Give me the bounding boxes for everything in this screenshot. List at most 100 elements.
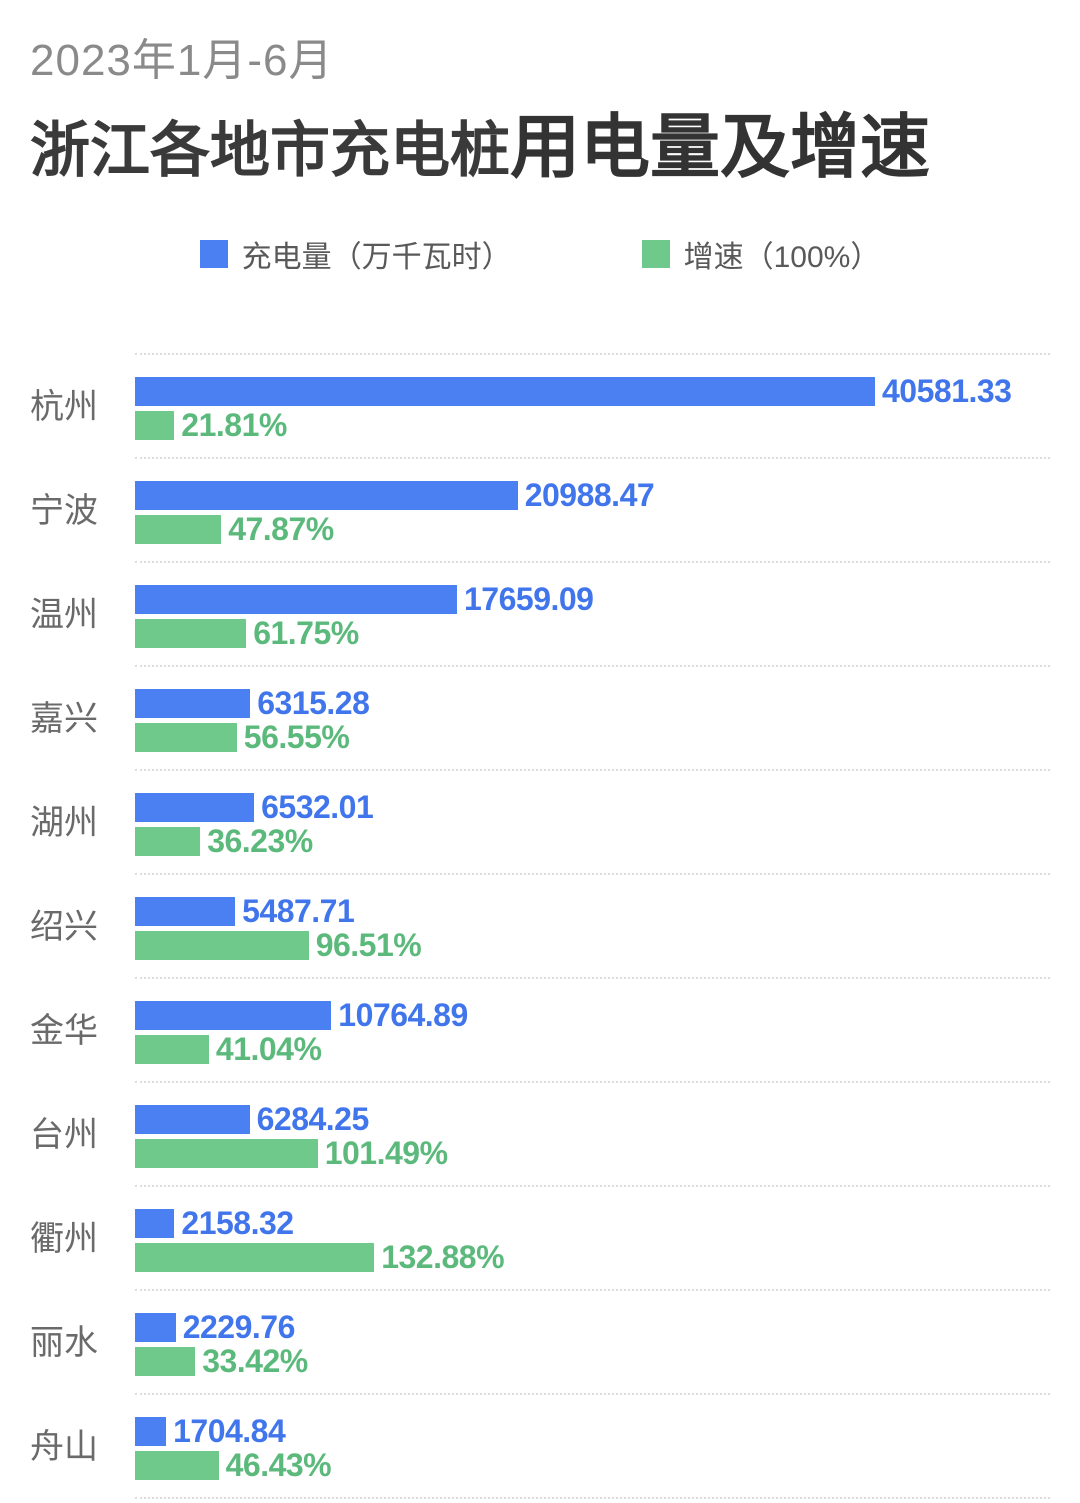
growth-bar-line: 46.43% <box>135 1447 1050 1484</box>
charge-value-label: 20988.47 <box>524 477 655 514</box>
city-label: 绍兴 <box>30 907 98 946</box>
growth-value-label: 33.42% <box>202 1343 308 1380</box>
chart-top-separator <box>135 352 1050 355</box>
growth-bar-line: 41.04% <box>135 1031 1050 1068</box>
charge-bar <box>135 376 875 406</box>
growth-bar-line: 96.51% <box>135 927 1050 964</box>
growth-bar-line: 33.42% <box>135 1343 1050 1380</box>
charge-bar <box>135 896 236 926</box>
growth-bar <box>135 410 175 440</box>
chart-row: 嘉兴 6315.28 56.55% <box>30 667 1050 771</box>
legend-label-growth: 增速（100%） <box>683 240 881 274</box>
charge-bar <box>135 1104 250 1134</box>
city-label: 嘉兴 <box>30 699 98 738</box>
growth-value-label: 21.81% <box>181 407 287 444</box>
header: 2023年1月-6月 浙江各地市充电桩用电量及增速 <box>0 0 1080 192</box>
row-bars: 40581.33 21.81% <box>135 355 1050 459</box>
charge-bar-line: 6315.28 <box>135 687 1050 719</box>
row-bars: 10764.89 41.04% <box>135 979 1050 1083</box>
row-bars: 6532.01 36.23% <box>135 771 1050 875</box>
legend: 充电量（万千瓦时） 增速（100%） <box>0 232 1080 276</box>
legend-item-growth: 增速（100%） <box>641 232 881 276</box>
growth-value-label: 96.51% <box>315 927 422 964</box>
charge-value-label: 5487.71 <box>242 893 355 930</box>
growth-bar <box>135 618 247 648</box>
charge-bar-line: 20988.47 <box>135 477 1050 514</box>
charge-value-label: 6532.01 <box>261 789 374 826</box>
row-bars: 1704.84 46.43% <box>135 1395 1050 1499</box>
city-label: 宁波 <box>30 491 98 530</box>
growth-value-label: 36.23% <box>207 823 313 860</box>
charge-bar-line: 2229.76 <box>135 1309 1050 1346</box>
chart-row: 湖州 6532.01 36.23% <box>30 771 1050 875</box>
charge-bar-line: 40581.33 <box>135 373 1050 410</box>
charge-value-label: 17659.09 <box>464 581 594 618</box>
charge-bar <box>135 584 457 614</box>
city-label: 杭州 <box>30 387 98 426</box>
chart-row: 舟山 1704.84 46.43% <box>30 1395 1050 1499</box>
growth-bar <box>135 1034 209 1064</box>
charge-swatch-icon <box>199 239 228 268</box>
growth-value-label: 41.04% <box>215 1031 322 1068</box>
row-bars: 6315.28 56.55% <box>135 667 1050 771</box>
charge-bar <box>135 792 255 822</box>
charge-bar-line: 6284.25 <box>135 1101 1050 1138</box>
charge-value-label: 2229.76 <box>182 1309 296 1346</box>
charge-bar-line: 1704.84 <box>135 1415 1050 1447</box>
row-bars: 2158.32 132.88% <box>135 1187 1050 1291</box>
charge-value-label: 2158.32 <box>181 1205 294 1242</box>
chart-title-emphasis: 用电量及增速 <box>510 107 930 186</box>
row-bars: 17659.09 61.75% <box>135 563 1050 667</box>
chart-row: 温州 17659.09 61.75% <box>30 563 1050 667</box>
growth-value-label: 46.43% <box>225 1447 332 1484</box>
city-label: 衢州 <box>30 1219 98 1258</box>
charge-value-label: 40581.33 <box>882 373 1012 410</box>
charge-bar <box>135 1208 175 1238</box>
city-label: 湖州 <box>30 803 98 842</box>
charge-bar-line: 5487.71 <box>135 893 1050 930</box>
charge-bar <box>135 1312 176 1342</box>
chart-row: 金华 10764.89 41.04% <box>30 979 1050 1083</box>
charge-bar <box>135 688 251 718</box>
growth-bar <box>135 1450 219 1480</box>
chart-period-subtitle: 2023年1月-6月 <box>30 36 334 85</box>
charge-value-label: 6284.25 <box>256 1101 370 1138</box>
chart-row: 衢州 2158.32 132.88% <box>30 1187 1050 1291</box>
charge-bar-line: 6532.01 <box>135 789 1050 826</box>
growth-bar <box>135 930 309 960</box>
chart-row: 绍兴 5487.71 96.51% <box>30 875 1050 979</box>
charge-bar-line: 10764.89 <box>135 999 1050 1031</box>
growth-value-label: 56.55% <box>243 719 350 756</box>
charge-bar-line: 2158.32 <box>135 1205 1050 1242</box>
growth-bar-line: 21.81% <box>135 407 1050 444</box>
city-label: 丽水 <box>30 1323 98 1362</box>
growth-bar <box>135 1242 375 1272</box>
growth-bar-line: 61.75% <box>135 615 1050 652</box>
charge-bar <box>135 1416 167 1446</box>
growth-bar-line: 101.49% <box>135 1137 1050 1169</box>
chart-title: 浙江各地市充电桩用电量及增速 <box>30 91 1050 192</box>
chart-row: 杭州 40581.33 21.81% <box>30 355 1050 459</box>
growth-value-label: 47.87% <box>228 511 334 548</box>
growth-value-label: 132.88% <box>381 1239 505 1276</box>
charge-bar <box>135 1000 332 1030</box>
growth-bar-line: 56.55% <box>135 719 1050 756</box>
growth-bar-line: 47.87% <box>135 511 1050 548</box>
legend-label-charge: 充电量（万千瓦时） <box>241 240 512 274</box>
row-bars: 2229.76 33.42% <box>135 1291 1050 1395</box>
charge-bar-line: 17659.09 <box>135 581 1050 618</box>
growth-value-label: 61.75% <box>253 615 359 652</box>
growth-bar <box>135 826 201 856</box>
city-label: 温州 <box>30 595 98 634</box>
growth-bar-line: 36.23% <box>135 823 1050 860</box>
growth-bar <box>135 722 237 752</box>
row-bars: 20988.47 47.87% <box>135 459 1050 563</box>
charge-bar <box>135 480 518 510</box>
city-label: 金华 <box>30 1011 98 1050</box>
chart-row: 丽水 2229.76 33.42% <box>30 1291 1050 1395</box>
chart-row: 台州 6284.25 101.49% <box>30 1083 1050 1187</box>
row-bars: 6284.25 101.49% <box>135 1083 1050 1187</box>
growth-bar <box>135 1346 196 1376</box>
growth-bar-line: 132.88% <box>135 1239 1050 1276</box>
chart-title-regular: 浙江各地市充电桩 <box>30 116 510 184</box>
